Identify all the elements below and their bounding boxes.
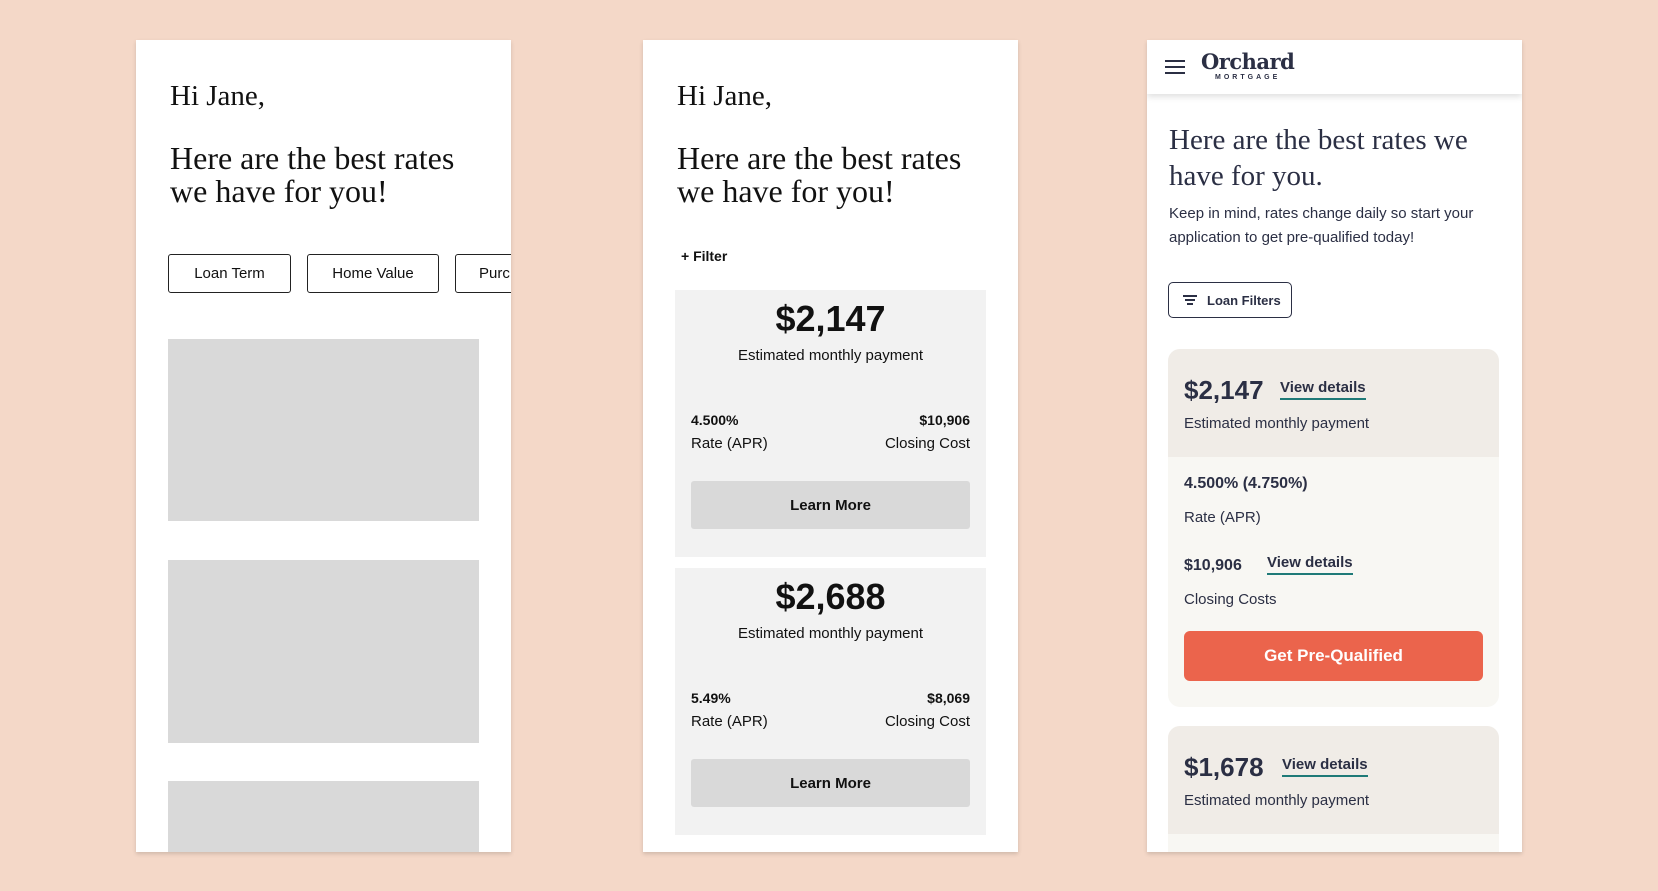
closing-cost-label: Closing Cost: [884, 713, 970, 730]
wireframe-frame-1: Hi Jane, Here are the best rates we have…: [136, 40, 511, 852]
rate-offer-card: $2,147 View details Estimated monthly pa…: [1168, 349, 1499, 707]
offer-summary: $1,678 View details Estimated monthly pa…: [1168, 726, 1499, 834]
closing-cost-value: $8,069: [927, 690, 970, 706]
monthly-payment: $2,147: [1184, 375, 1264, 405]
monthly-payment: $2,147: [775, 298, 886, 339]
closing-cost-value: $10,906: [919, 412, 970, 428]
card-placeholder: [168, 560, 479, 743]
greeting: Hi Jane,: [170, 80, 266, 112]
rate-value: 4.500%: [691, 412, 739, 428]
filter-button[interactable]: + Filter: [681, 248, 728, 264]
purchase-chip[interactable]: Purc: [455, 254, 511, 293]
page-headline: Here are the best rates we have for you.: [1169, 124, 1468, 192]
get-pre-qualified-button[interactable]: Get Pre-Qualified: [1184, 631, 1483, 681]
rates-note: Keep in mind, rates change daily so star…: [1169, 205, 1474, 246]
page-headline: Here are the best rates we have for you!: [677, 140, 962, 209]
monthly-payment-label: Estimated monthly payment: [737, 347, 924, 364]
top-nav-bar: Orchard MORTGAGE: [1147, 40, 1522, 94]
greeting: Hi Jane,: [677, 80, 773, 112]
monthly-payment: $1,678: [1184, 752, 1264, 782]
rate-label: Rate (APR): [691, 713, 768, 730]
rate-offer-card: $1,678 View details Estimated monthly pa…: [1168, 726, 1499, 852]
view-details-link[interactable]: View details: [1282, 756, 1368, 777]
logo-subtitle: MORTGAGE: [1215, 74, 1281, 81]
monthly-payment-label: Estimated monthly payment: [1184, 415, 1370, 432]
home-value-chip[interactable]: Home Value: [307, 254, 439, 293]
offer-summary: $2,147 View details Estimated monthly pa…: [1168, 349, 1499, 457]
monthly-payment-label: Estimated monthly payment: [1184, 792, 1370, 809]
orchard-logo[interactable]: Orchard MORTGAGE: [1201, 49, 1295, 82]
hifi-frame-3: Orchard MORTGAGE Here are the best rates…: [1147, 40, 1522, 852]
rate-card: $2,688 Estimated monthly payment 5.49% R…: [675, 568, 986, 835]
hamburger-menu-icon[interactable]: [1165, 60, 1185, 74]
view-details-link[interactable]: View details: [1280, 379, 1366, 400]
learn-more-button[interactable]: Learn More: [691, 481, 970, 529]
rate-label: Rate (APR): [1184, 509, 1261, 526]
rate-value: 4.500% (4.750%): [1184, 475, 1308, 492]
card-placeholder: [168, 781, 479, 852]
closing-cost-value: $10,906: [1184, 557, 1242, 574]
midfi-frame-2: Hi Jane, Here are the best rates we have…: [643, 40, 1018, 852]
closing-cost-label: Closing Cost: [884, 435, 970, 452]
loan-filters-label: Loan Filters: [1207, 292, 1281, 308]
learn-more-button[interactable]: Learn More: [691, 759, 970, 807]
monthly-payment-label: Estimated monthly payment: [737, 625, 924, 642]
page-headline: Here are the best rates we have for you!: [170, 140, 455, 209]
logo-brand: Orchard: [1201, 49, 1295, 74]
rate-card: $2,147 Estimated monthly payment 4.500% …: [675, 290, 986, 557]
rate-label: Rate (APR): [691, 435, 768, 452]
loan-filters-button[interactable]: Loan Filters: [1168, 282, 1292, 318]
closing-cost-label: Closing Costs: [1184, 591, 1277, 608]
filter-icon: [1183, 294, 1197, 306]
closing-details-link[interactable]: View details: [1267, 554, 1353, 575]
rate-value: 5.49%: [691, 690, 731, 706]
card-placeholder: [168, 339, 479, 521]
loan-term-chip[interactable]: Loan Term: [168, 254, 291, 293]
monthly-payment: $2,688: [775, 576, 886, 617]
